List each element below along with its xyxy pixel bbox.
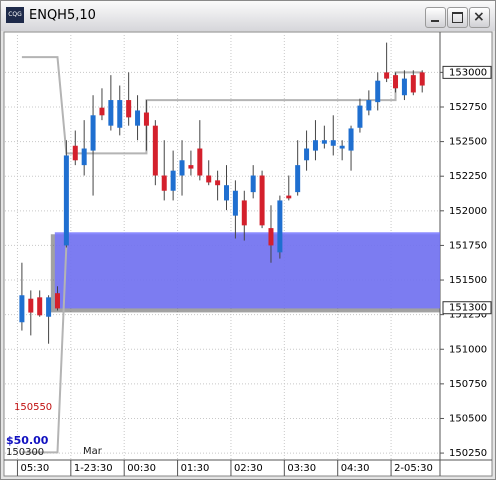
candle-body (188, 165, 194, 169)
candle-body (241, 200, 247, 226)
candle-body (268, 228, 274, 246)
minimize-button[interactable] (425, 7, 446, 28)
candle-body (90, 115, 96, 151)
price-marker (442, 65, 492, 79)
candle-body (286, 195, 292, 199)
candle-body (419, 72, 425, 86)
candle-body (393, 75, 399, 89)
candle-body (401, 78, 407, 96)
candle-body (312, 140, 318, 151)
window-title: ENQH5,10 (29, 8, 96, 23)
candle-body (232, 190, 238, 216)
y-tick-label: 152000 (449, 206, 487, 217)
app-icon: CQG (6, 7, 24, 23)
x-tick-label: 2-05:30 (394, 463, 433, 474)
candle-body (224, 185, 230, 201)
candle-body (152, 125, 158, 176)
candle-body (215, 180, 221, 186)
annotation: $50.00 (6, 434, 49, 447)
candle-body (250, 175, 256, 193)
candle-body (63, 155, 69, 246)
candle-body (108, 100, 114, 126)
maximize-button[interactable] (447, 7, 468, 28)
title-bar: CQG ENQH5,10 × (1, 1, 495, 31)
x-tick-label: 04:30 (341, 463, 370, 474)
candle-body (321, 140, 327, 144)
candle-body (81, 148, 87, 166)
x-tick-label: 02:30 (234, 463, 263, 474)
candle-body (384, 72, 390, 79)
candle-body (170, 170, 176, 191)
x-tick-label: 1-23:30 (74, 463, 113, 474)
candle-body (19, 295, 25, 323)
candle-body (277, 200, 283, 253)
candle-body (348, 128, 354, 151)
candle-body (330, 140, 336, 146)
candle-body (126, 100, 132, 118)
x-tick-label: 01:30 (181, 463, 210, 474)
candle-body (54, 293, 60, 309)
y-tick-label: 151000 (449, 344, 487, 355)
y-tick-label: 151750 (449, 240, 487, 251)
candle-body (357, 105, 363, 128)
candle-body (72, 145, 78, 161)
y-tick-label: 152250 (449, 171, 487, 182)
candle-body (259, 175, 265, 226)
candle-body (366, 100, 372, 111)
x-tick-label: 03:30 (287, 463, 316, 474)
candle-body (295, 165, 301, 193)
candle-body (135, 110, 141, 126)
annotation: 150550 (14, 402, 52, 413)
y-tick-label: 150500 (449, 413, 487, 424)
candle-body (375, 80, 381, 103)
price-marker (442, 301, 492, 315)
x-tick-label: 05:30 (20, 463, 49, 474)
level-line (21, 245, 68, 454)
candle-body (161, 175, 167, 191)
candle-body (410, 75, 416, 93)
candle-body (37, 297, 43, 316)
close-button[interactable]: × (469, 7, 490, 28)
candle-body (206, 175, 212, 183)
candle-body (99, 107, 105, 116)
candle-body (143, 112, 149, 126)
candle-body (117, 100, 123, 128)
annotation: 150300 (6, 447, 44, 458)
y-tick-label: 150250 (449, 448, 487, 459)
y-tick-label: 151500 (449, 275, 487, 286)
candle-body (46, 297, 52, 317)
y-tick-label: 152500 (449, 137, 487, 148)
candle-body (28, 298, 34, 313)
candle-body (304, 148, 310, 161)
zone (54, 232, 441, 309)
annotation: Mar (83, 446, 103, 457)
candle-body (197, 148, 203, 176)
x-tick-label: 00:30 (127, 463, 156, 474)
y-tick-label: 151250 (449, 310, 487, 321)
price-marker-label: 153000 (449, 67, 487, 78)
candle-body (179, 160, 185, 176)
price-marker-label: 151300 (449, 303, 487, 314)
y-tick-label: 150750 (449, 379, 487, 390)
candle-body (339, 145, 345, 149)
y-tick-label: 152750 (449, 102, 487, 113)
